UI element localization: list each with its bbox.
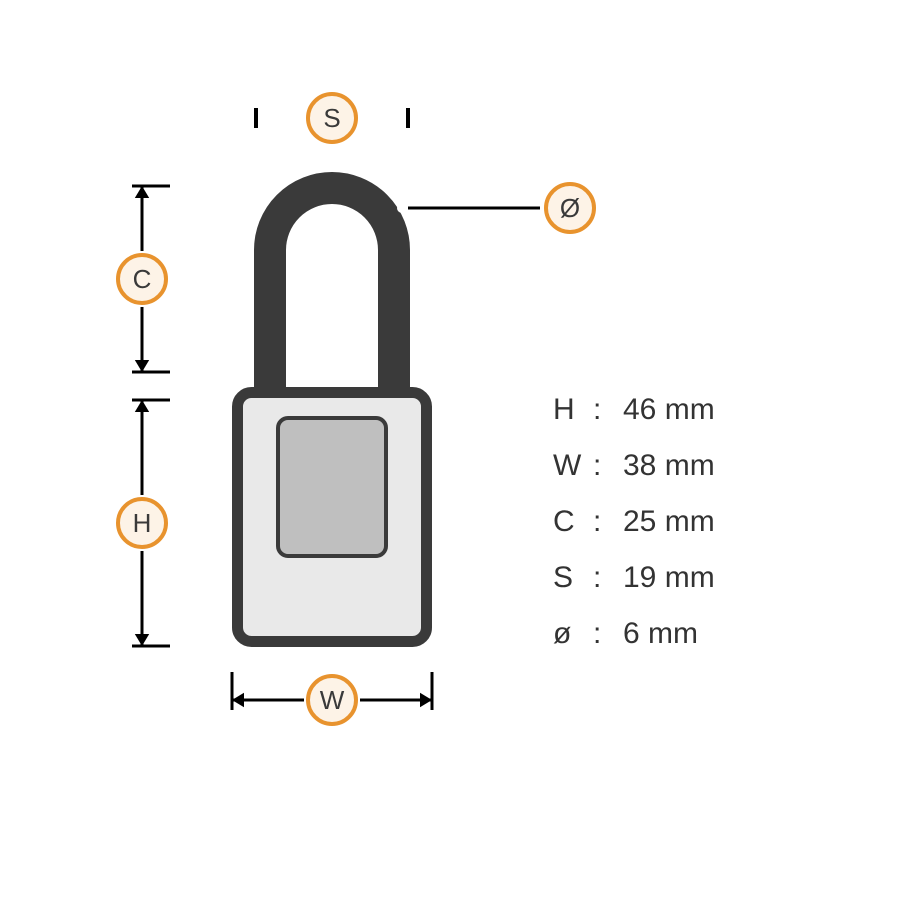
dimension-colon: : (593, 505, 623, 539)
dimension-colon: : (593, 393, 623, 427)
lock-body (238, 393, 427, 642)
dimension-value: 46 mm (623, 393, 715, 427)
label-circle-h: H (116, 497, 168, 549)
dimension-label: S (553, 561, 593, 595)
label-s-text: S (323, 103, 340, 134)
dimension-label: H (553, 393, 593, 427)
dimension-row: W: 38 mm (553, 438, 715, 494)
dimensions-table: H: 46 mmW: 38 mmC: 25 mmS: 19 mmø: 6 mm (553, 382, 715, 662)
dimension-row: S: 19 mm (553, 550, 715, 606)
dimension-label: ø (553, 617, 593, 651)
label-c-text: C (133, 264, 152, 295)
label-h-text: H (133, 508, 152, 539)
dimension-row: C: 25 mm (553, 494, 715, 550)
padlock-diagram-svg (0, 0, 900, 900)
dimension-label: C (553, 505, 593, 539)
dimension-value: 6 mm (623, 617, 698, 651)
label-circle-s: S (306, 92, 358, 144)
dimension-colon: : (593, 617, 623, 651)
dimension-value: 25 mm (623, 505, 715, 539)
label-circle-diameter: Ø (544, 182, 596, 234)
shackle (270, 188, 407, 387)
label-circle-w: W (306, 674, 358, 726)
dimension-row: H: 46 mm (553, 382, 715, 438)
diagram-canvas: S C H W Ø H: 46 mmW: 38 mmC: 25 mmS: 19 … (0, 0, 900, 900)
dimension-value: 19 mm (623, 561, 715, 595)
dimension-row: ø: 6 mm (553, 606, 715, 662)
dimension-colon: : (593, 561, 623, 595)
label-diameter-text: Ø (560, 193, 580, 224)
dimension-colon: : (593, 449, 623, 483)
label-circle-c: C (116, 253, 168, 305)
dimension-label: W (553, 449, 593, 483)
label-w-text: W (320, 685, 345, 716)
dimension-value: 38 mm (623, 449, 715, 483)
